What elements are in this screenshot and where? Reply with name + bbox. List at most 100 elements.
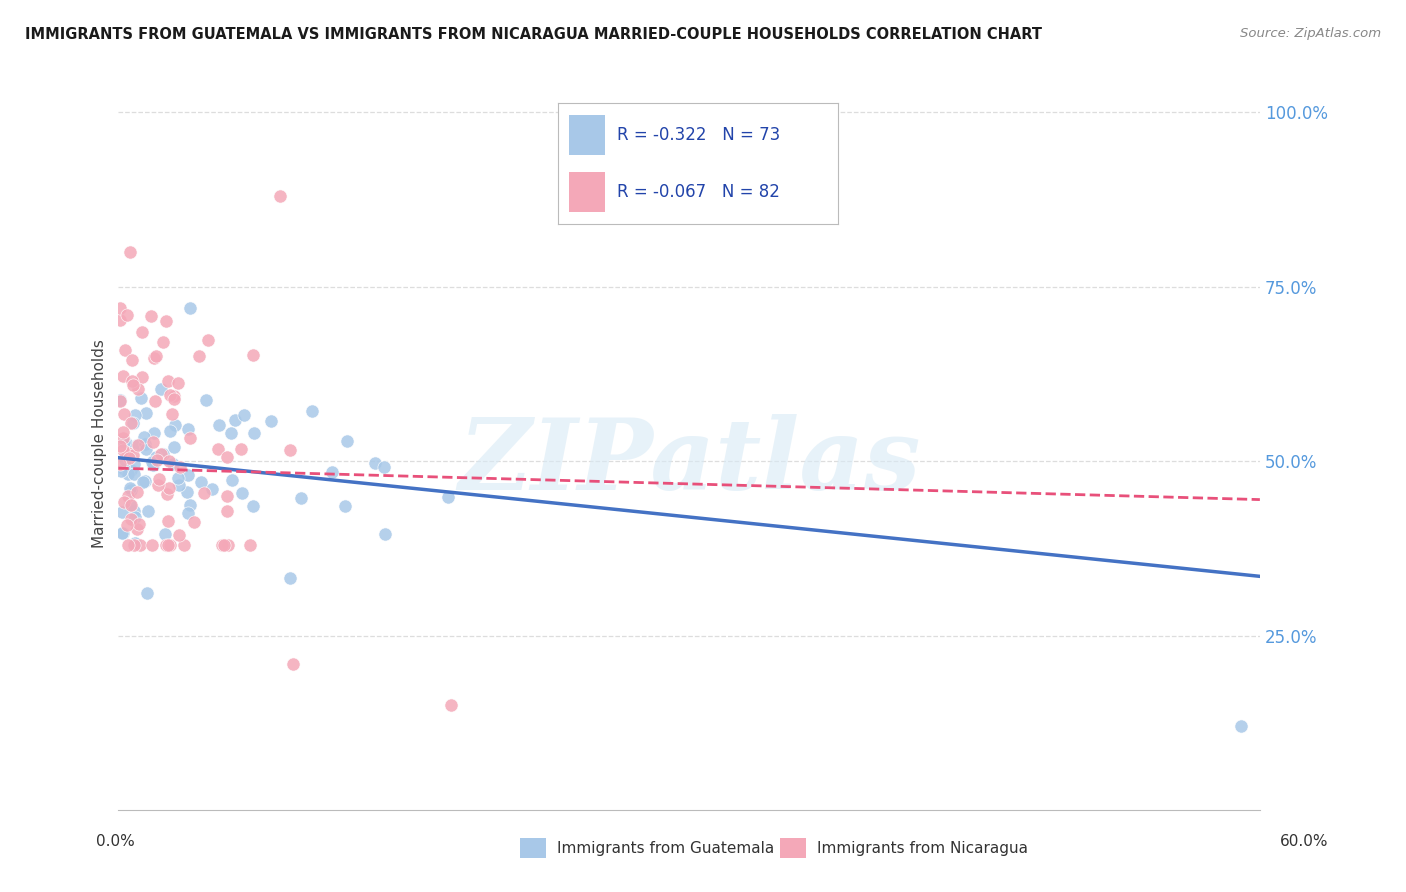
Point <box>207 442 229 457</box>
Point <box>215 504 238 518</box>
Point <box>177 422 200 436</box>
Point <box>150 382 173 396</box>
Point <box>143 351 166 366</box>
Point <box>373 459 395 474</box>
Point <box>157 514 180 528</box>
Point <box>162 457 184 471</box>
Point <box>129 391 152 405</box>
Point <box>156 486 179 500</box>
Point <box>118 244 141 259</box>
Point <box>336 434 359 448</box>
Point <box>111 504 134 518</box>
Point <box>374 526 396 541</box>
Point <box>110 439 132 453</box>
Point <box>125 522 148 536</box>
Point <box>156 538 179 552</box>
Text: ZIPatlas: ZIPatlas <box>458 414 921 510</box>
Point <box>159 424 181 438</box>
Point <box>165 418 187 433</box>
Point <box>135 406 157 420</box>
Point <box>162 408 184 422</box>
Point <box>163 389 186 403</box>
Point <box>179 499 201 513</box>
Point <box>110 464 132 478</box>
Point <box>301 404 323 418</box>
Point <box>183 515 205 529</box>
Point <box>166 376 188 390</box>
Point <box>124 510 146 524</box>
Point <box>112 462 135 476</box>
Point <box>132 430 155 444</box>
Text: Immigrants from Nicaragua: Immigrants from Nicaragua <box>817 841 1028 855</box>
Point <box>114 343 136 358</box>
Point <box>437 490 460 504</box>
Point <box>190 475 212 490</box>
Point <box>117 538 139 552</box>
Point <box>214 538 236 552</box>
Point <box>121 374 143 388</box>
Point <box>118 451 141 466</box>
Point <box>290 491 312 505</box>
Point <box>157 454 180 468</box>
Point <box>121 416 143 430</box>
Point <box>208 418 231 433</box>
Point <box>243 425 266 440</box>
Point <box>111 442 134 457</box>
Point <box>131 369 153 384</box>
Point <box>278 571 301 585</box>
Point <box>118 481 141 495</box>
Point <box>110 392 132 407</box>
Point <box>145 349 167 363</box>
Point <box>131 325 153 339</box>
Point <box>110 301 132 315</box>
Point <box>157 481 180 495</box>
Point <box>114 452 136 467</box>
Point <box>110 457 132 471</box>
Point <box>179 301 201 315</box>
Point <box>141 538 163 552</box>
Point <box>278 442 301 457</box>
Point <box>134 474 156 488</box>
Point <box>122 377 145 392</box>
Point <box>197 334 219 348</box>
Point <box>149 447 172 461</box>
Point <box>134 437 156 451</box>
Point <box>193 486 215 500</box>
Point <box>110 394 132 409</box>
Point <box>155 313 177 327</box>
Point <box>242 349 264 363</box>
Text: Source: ZipAtlas.com: Source: ZipAtlas.com <box>1240 27 1381 40</box>
Point <box>121 448 143 462</box>
Point <box>163 392 186 407</box>
Point <box>129 538 152 552</box>
Point <box>124 536 146 550</box>
Point <box>142 458 165 472</box>
Point <box>138 504 160 518</box>
Point <box>112 431 135 445</box>
Point <box>122 467 145 482</box>
Point <box>112 495 135 509</box>
Point <box>155 538 177 552</box>
Point <box>239 538 262 552</box>
Point <box>167 471 190 485</box>
Point <box>128 516 150 531</box>
Point <box>111 526 134 541</box>
Point <box>169 528 191 542</box>
Point <box>321 466 343 480</box>
Point <box>153 526 176 541</box>
Point <box>169 459 191 474</box>
Point <box>1230 719 1253 733</box>
Point <box>217 538 239 552</box>
Point <box>112 407 135 421</box>
Point <box>148 472 170 486</box>
Point <box>163 441 186 455</box>
Point <box>156 374 179 388</box>
Point <box>127 382 149 396</box>
Text: Immigrants from Guatemala: Immigrants from Guatemala <box>557 841 775 855</box>
Point <box>115 436 138 450</box>
Point <box>224 413 246 427</box>
Point <box>233 409 256 423</box>
Point <box>333 499 356 513</box>
Point <box>152 448 174 462</box>
Point <box>117 489 139 503</box>
